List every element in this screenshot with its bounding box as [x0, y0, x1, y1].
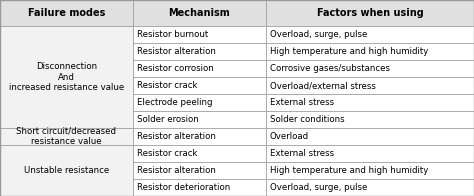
Bar	[266, 26, 474, 43]
Bar	[133, 179, 266, 196]
Text: Unstable resistance: Unstable resistance	[24, 166, 109, 175]
Bar	[0, 145, 133, 196]
Text: Disconnection
And
increased resistance value: Disconnection And increased resistance v…	[9, 62, 124, 92]
Text: Resistor corrosion: Resistor corrosion	[137, 64, 214, 73]
Bar	[266, 111, 474, 128]
Text: Solder conditions: Solder conditions	[270, 115, 345, 124]
Bar	[133, 77, 266, 94]
Bar	[266, 162, 474, 179]
Bar	[266, 43, 474, 60]
Bar	[0, 128, 133, 145]
Bar	[266, 145, 474, 162]
Text: External stress: External stress	[270, 98, 334, 107]
Bar	[266, 179, 474, 196]
Text: Overload: Overload	[270, 132, 309, 141]
Bar	[133, 60, 266, 77]
Text: Failure modes: Failure modes	[28, 8, 105, 18]
Text: Short circuit/decreased
resistance value: Short circuit/decreased resistance value	[17, 127, 117, 146]
Bar	[266, 77, 474, 94]
Text: Resistor crack: Resistor crack	[137, 81, 198, 90]
Bar	[266, 60, 474, 77]
Text: Overload/external stress: Overload/external stress	[270, 81, 376, 90]
Bar	[133, 145, 266, 162]
Bar	[133, 43, 266, 60]
Bar	[133, 26, 266, 43]
Bar	[133, 111, 266, 128]
Bar	[266, 0, 474, 26]
Text: Resistor burnout: Resistor burnout	[137, 30, 208, 39]
Bar	[266, 94, 474, 111]
Text: Solder erosion: Solder erosion	[137, 115, 199, 124]
Bar	[133, 94, 266, 111]
Text: Factors when using: Factors when using	[317, 8, 423, 18]
Text: Resistor alteration: Resistor alteration	[137, 166, 216, 175]
Bar	[133, 0, 266, 26]
Text: Resistor alteration: Resistor alteration	[137, 132, 216, 141]
Text: Overload, surge, pulse: Overload, surge, pulse	[270, 183, 367, 192]
Bar	[133, 162, 266, 179]
Text: Electrode peeling: Electrode peeling	[137, 98, 212, 107]
Text: Mechanism: Mechanism	[169, 8, 230, 18]
Text: External stress: External stress	[270, 149, 334, 158]
Text: Resistor alteration: Resistor alteration	[137, 47, 216, 56]
Bar	[0, 26, 133, 128]
Text: Corrosive gases/substances: Corrosive gases/substances	[270, 64, 390, 73]
Text: Resistor crack: Resistor crack	[137, 149, 198, 158]
Text: High temperature and high humidity: High temperature and high humidity	[270, 47, 428, 56]
Bar	[0, 0, 133, 26]
Text: Resistor deterioration: Resistor deterioration	[137, 183, 230, 192]
Bar	[266, 128, 474, 145]
Text: Overload, surge, pulse: Overload, surge, pulse	[270, 30, 367, 39]
Bar	[133, 128, 266, 145]
Text: High temperature and high humidity: High temperature and high humidity	[270, 166, 428, 175]
